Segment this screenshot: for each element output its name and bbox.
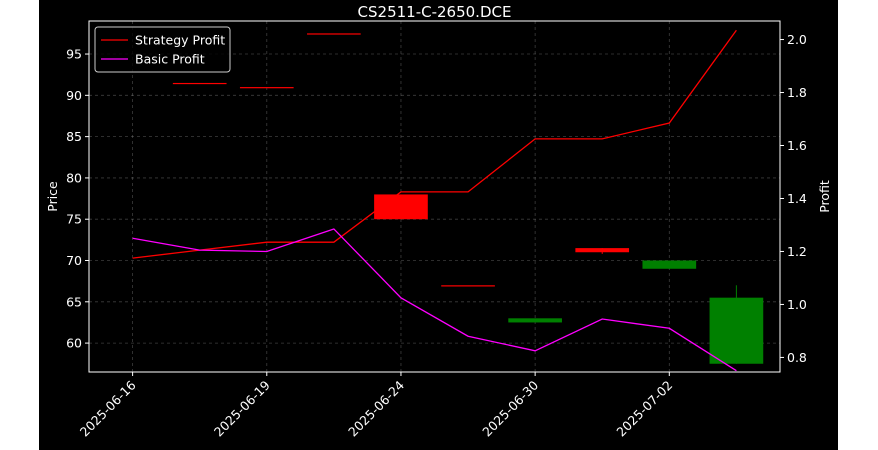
candle-body <box>307 33 361 35</box>
y-axis-title: Price <box>45 181 60 212</box>
y2-tick-label: 1.2 <box>787 244 807 259</box>
candle-body <box>172 82 227 85</box>
grid <box>89 21 780 372</box>
candles <box>172 33 764 364</box>
y2-tick-label: 2.0 <box>787 32 807 47</box>
y-tick-label: 80 <box>66 170 82 185</box>
candle-body <box>441 285 495 287</box>
y2-axis-title: Profit <box>817 180 832 213</box>
strategy-profit-line <box>132 29 737 259</box>
y-axis-right: 0.8 1.0 1.2 1.4 1.6 1.8 2.0 <box>780 32 807 365</box>
chart-title: CS2511-C-2650.DCE <box>358 3 512 21</box>
chart-background <box>39 0 838 450</box>
legend-label-basic-profit: Basic Profit <box>135 52 205 67</box>
series-lines <box>132 29 737 372</box>
basic-profit-line <box>132 228 737 372</box>
candle-body <box>642 260 697 269</box>
candle-body <box>239 87 294 89</box>
candle-body <box>508 318 562 323</box>
y-tick-label: 65 <box>66 294 82 309</box>
legend: Strategy Profit Basic Profit <box>94 26 231 73</box>
y-tick-label: 70 <box>66 253 82 268</box>
y2-tick-label: 1.6 <box>787 138 807 153</box>
y2-tick-label: 1.8 <box>787 85 807 100</box>
chart-svg: 2025-06-16 2025-06-19 2025-06-24 2025-06-30… <box>39 0 838 450</box>
y2-tick-label: 0.8 <box>787 350 807 365</box>
candle-body <box>374 194 428 220</box>
y2-tick-label: 1.4 <box>787 191 807 206</box>
y-tick-label: 95 <box>66 47 82 62</box>
y-tick-label: 75 <box>66 212 82 227</box>
y-tick-label: 90 <box>66 88 82 103</box>
y2-tick-label: 1.0 <box>787 297 807 312</box>
legend-box <box>94 26 231 73</box>
plot-frame <box>88 20 781 373</box>
candle-body <box>709 297 764 364</box>
chart-figure: 2025-06-16 2025-06-19 2025-06-24 2025-06-30… <box>39 0 838 450</box>
candle-body <box>575 248 630 253</box>
y-axis-left: 60 65 70 75 80 85 90 95 <box>66 47 89 351</box>
legend-label-strategy-profit: Strategy Profit <box>135 33 225 48</box>
y-tick-label: 60 <box>66 336 82 351</box>
y-tick-label: 85 <box>66 129 82 144</box>
